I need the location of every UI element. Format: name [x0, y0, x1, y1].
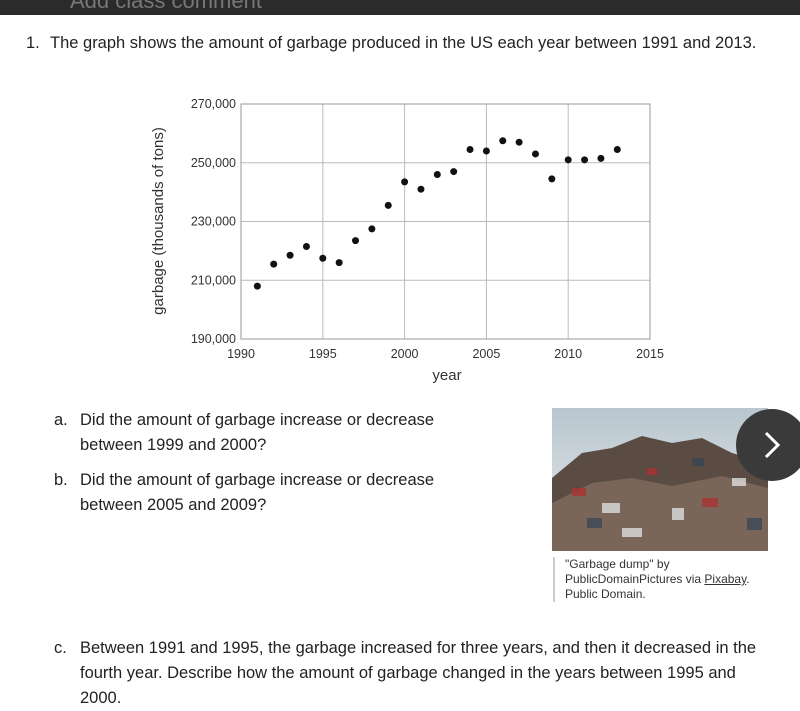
caption-text: "Garbage dump" by PublicDomainPictures v… [565, 557, 702, 586]
data-point [286, 251, 294, 259]
data-point [335, 259, 343, 267]
x-axis-label: year [432, 367, 461, 384]
part-text: Between 1991 and 1995, the garbage incre… [80, 639, 757, 707]
question: 1. The graph shows the amount of garbage… [26, 30, 766, 56]
data-point [597, 154, 605, 162]
x-tick-label: 2010 [554, 347, 582, 361]
y-tick-label: 270,000 [191, 97, 236, 111]
data-point [417, 185, 425, 193]
data-point [613, 146, 621, 154]
part-label: c. [54, 639, 67, 657]
y-tick-label: 250,000 [191, 156, 236, 170]
part-a: a. Did the amount of garbage increase or… [54, 408, 474, 458]
data-point [319, 254, 327, 262]
x-tick-label: 2015 [636, 347, 664, 361]
data-point [368, 225, 376, 233]
data-point [466, 146, 474, 154]
question-number: 1. [26, 34, 40, 52]
part-c: c. Between 1991 and 1995, the garbage in… [54, 636, 774, 711]
garbage-photo [552, 408, 768, 551]
y-tick-label: 210,000 [191, 273, 236, 287]
y-tick-label: 230,000 [191, 215, 236, 229]
next-button-bg[interactable] [736, 409, 800, 481]
data-point [433, 171, 441, 178]
x-tick-label: 1995 [309, 347, 337, 361]
data-point [499, 137, 507, 145]
data-point [531, 150, 539, 158]
next-arrow[interactable] [764, 431, 781, 459]
data-point [581, 156, 589, 164]
data-point [482, 147, 490, 155]
x-tick-label: 1990 [227, 347, 255, 361]
x-tick-label: 2005 [472, 347, 500, 361]
plot-frame [240, 103, 651, 340]
caption-after: . Public Domain. [565, 572, 750, 601]
data-point [401, 178, 409, 186]
data-point [548, 175, 556, 183]
data-point [450, 168, 458, 176]
question-text: The graph shows the amount of garbage pr… [50, 34, 757, 52]
data-point [270, 260, 278, 268]
data-point [384, 201, 392, 209]
chart: year garbage (thousands of tons) 190,000… [150, 97, 664, 384]
y-tick-label: 190,000 [191, 332, 236, 346]
photo-caption: "Garbage dump" by PublicDomainPictures v… [553, 557, 777, 602]
part-text: Did the amount of garbage increase or de… [80, 411, 435, 454]
data-point [302, 242, 310, 250]
y-axis-label: garbage (thousands of tons) [150, 127, 167, 315]
data-point [352, 237, 360, 245]
part-text: Did the amount of garbage increase or de… [80, 471, 435, 514]
x-tick-label: 2000 [391, 347, 419, 361]
data-point [253, 282, 261, 290]
part-label: b. [54, 471, 68, 489]
top-bar: Add class comment [0, 0, 800, 15]
part-label: a. [54, 411, 68, 429]
data-point [515, 138, 523, 146]
caption-link[interactable]: Pixabay [704, 572, 747, 586]
next-button[interactable] [730, 405, 800, 485]
header-title[interactable]: Add class comment [70, 0, 262, 13]
data-point [564, 156, 572, 164]
part-b: b. Did the amount of garbage increase or… [54, 468, 474, 518]
